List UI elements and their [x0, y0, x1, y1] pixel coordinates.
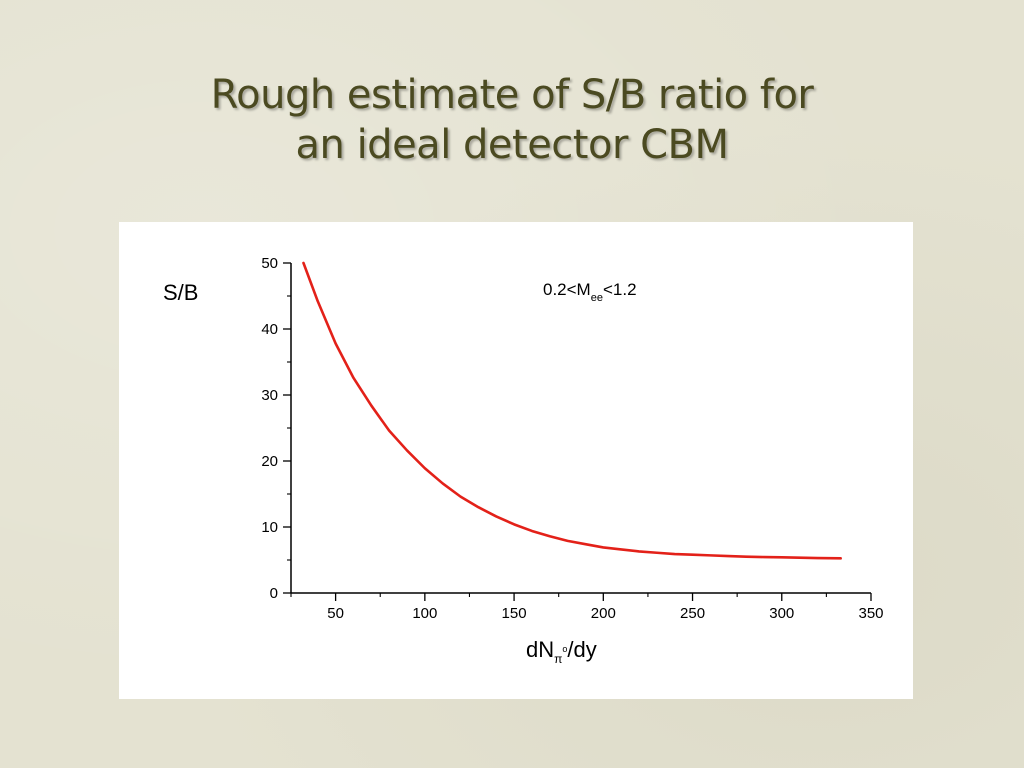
- slide-title-line-2: an ideal detector CBM: [295, 122, 729, 168]
- slide-title: Rough estimate of S/B ratio for an ideal…: [0, 70, 1024, 170]
- chart-ticks: 0 10 20 30 40 50 50 100 150 200 250 300 350: [261, 255, 883, 622]
- mass-range-suffix: <1.2: [603, 280, 637, 299]
- mass-range-subscript: ee: [591, 292, 603, 304]
- x-tick-label: 100: [412, 605, 437, 622]
- y-tick-label: 0: [270, 585, 278, 602]
- x-tick-label: 350: [858, 605, 883, 622]
- x-axis-label-main: dN: [526, 637, 554, 662]
- x-tick-label: 300: [769, 605, 794, 622]
- x-tick-label: 150: [502, 605, 527, 622]
- x-axis-label-suffix: /dy: [567, 637, 596, 662]
- x-tick-label: 200: [591, 605, 616, 622]
- mass-range-annotation: 0.2<Mee<1.2: [543, 280, 637, 304]
- mass-range-prefix: 0.2<M: [543, 280, 591, 299]
- y-tick-label: 40: [261, 321, 278, 338]
- x-tick-label: 250: [680, 605, 705, 622]
- slide-title-line-1: Rough estimate of S/B ratio for: [210, 72, 814, 118]
- y-tick-label: 30: [261, 387, 278, 404]
- x-axis-label-subscript: π: [554, 652, 562, 666]
- sb-ratio-chart: 0 10 20 30 40 50 50 100 150 200 250 300 350 S/B 0.2<…: [163, 255, 884, 666]
- y-tick-label: 20: [261, 453, 278, 470]
- x-axis-label: dNπo/dy: [526, 637, 597, 666]
- y-tick-label: 10: [261, 519, 278, 536]
- x-tick-label: 50: [327, 605, 344, 622]
- series-line-0: [302, 261, 842, 560]
- chart-panel: 0 10 20 30 40 50 50 100 150 200 250 300 350 S/B 0.2<…: [119, 222, 913, 699]
- y-tick-label: 50: [261, 255, 278, 272]
- chart-series: [302, 261, 842, 560]
- x-axis-label-superscript: o: [562, 644, 567, 654]
- y-axis-label: S/B: [163, 280, 198, 305]
